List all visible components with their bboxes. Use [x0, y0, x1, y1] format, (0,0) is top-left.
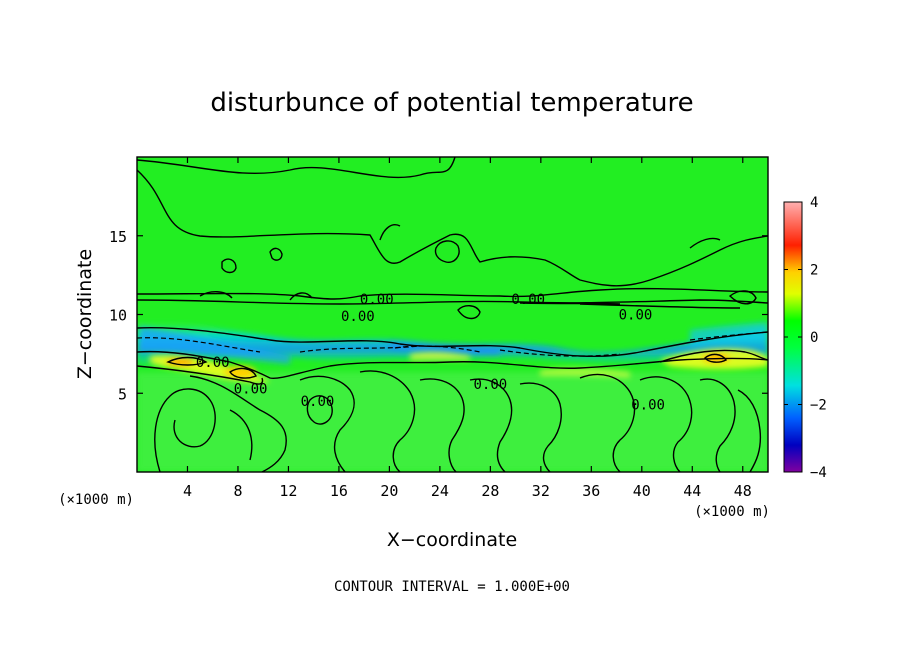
negative-contours — [137, 331, 768, 357]
colorbar-tick-label: −4 — [810, 465, 827, 481]
y-tick-label: 10 — [109, 307, 127, 325]
y-tick-label: 5 — [118, 385, 127, 403]
colorbar-tick-label: 4 — [810, 195, 818, 211]
plot-area: 0.000.000.000.000.000.000.000.000.00 — [137, 157, 768, 472]
colorbar-tick-label: 2 — [810, 263, 818, 279]
colorbar-tick-label: −2 — [810, 398, 827, 414]
contour-lines — [137, 157, 768, 472]
colorbar: 4 2 0 −2 −4 — [783, 195, 827, 481]
contour-label: 0.00 — [631, 397, 665, 413]
contour-interval-note: CONTOUR INTERVAL = 1.000E+00 — [334, 579, 570, 595]
contour-label: 0.00 — [511, 292, 545, 308]
x-tick-label: 16 — [330, 482, 348, 500]
x-tick-label: 48 — [734, 482, 752, 500]
colorbar-ticks: 4 2 0 −2 −4 — [784, 195, 827, 481]
x-axis-ticks: 4 8 12 16 20 24 28 32 36 40 44 48 — [183, 157, 752, 500]
x-tick-label: 4 — [183, 482, 192, 500]
x-axis-title: X−coordinate — [387, 529, 517, 551]
x-tick-label: 20 — [380, 482, 398, 500]
x-tick-label: 8 — [233, 482, 242, 500]
contour-label: 0.00 — [619, 308, 653, 324]
x-tick-label: 28 — [481, 482, 499, 500]
contour-label: 0.00 — [196, 355, 230, 371]
y-tick-label: 15 — [109, 228, 127, 246]
x-tick-label: 32 — [532, 482, 550, 500]
colorbar-tick-label: 0 — [810, 330, 818, 346]
x-tick-label: 24 — [431, 482, 449, 500]
contour-labels: 0.000.000.000.000.000.000.000.000.00 — [196, 292, 665, 414]
y-axis-title: Z−coordinate — [74, 249, 96, 379]
x-tick-label: 40 — [633, 482, 651, 500]
x-tick-label: 12 — [279, 482, 297, 500]
contour-label: 0.00 — [360, 292, 394, 308]
contour-label: 0.00 — [341, 309, 375, 325]
x-tick-label: 36 — [582, 482, 600, 500]
contour-label: 0.00 — [234, 382, 268, 398]
y-axis-ticks: 5 10 15 — [109, 228, 768, 403]
chart-title: disturbunce of potential temperature — [210, 88, 693, 118]
x-tick-label: 44 — [683, 482, 701, 500]
contour-label: 0.00 — [474, 377, 508, 393]
x-axis-unit: (×1000 m) — [694, 504, 770, 520]
z-axis-unit: (×1000 m) — [58, 492, 134, 508]
contour-label: 0.00 — [301, 394, 335, 410]
lower-layer-shade — [137, 372, 768, 472]
